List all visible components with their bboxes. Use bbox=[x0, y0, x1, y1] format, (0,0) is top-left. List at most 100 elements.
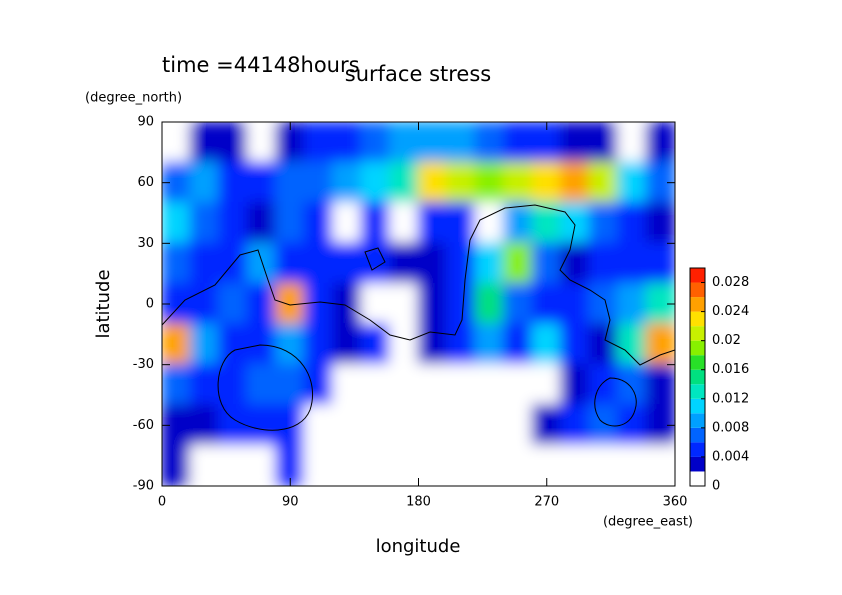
cell bbox=[531, 323, 562, 366]
cell bbox=[588, 242, 619, 285]
cell bbox=[531, 282, 562, 326]
cell bbox=[275, 404, 306, 447]
cell bbox=[588, 122, 619, 164]
cell bbox=[446, 161, 477, 204]
coastlines bbox=[162, 204, 675, 431]
x-axis-label: longitude bbox=[376, 536, 461, 557]
cell bbox=[617, 404, 648, 447]
cell bbox=[389, 161, 420, 204]
cell bbox=[303, 363, 334, 407]
cell bbox=[617, 201, 648, 245]
cell bbox=[389, 242, 420, 285]
cell bbox=[275, 201, 306, 245]
cell bbox=[474, 404, 505, 447]
cell bbox=[503, 242, 534, 285]
cell bbox=[389, 404, 420, 447]
colorbar-segment bbox=[690, 471, 705, 486]
y-tick-label: -90 bbox=[133, 479, 154, 494]
cell bbox=[531, 161, 562, 204]
cell bbox=[389, 122, 420, 164]
cell bbox=[645, 444, 675, 486]
cell bbox=[360, 161, 391, 204]
cell bbox=[588, 404, 619, 447]
colorbar-frame bbox=[689, 267, 706, 487]
colorbar-segment bbox=[690, 456, 705, 472]
y-tick-label: 60 bbox=[137, 175, 154, 190]
cell bbox=[560, 363, 591, 407]
x-tick-label: 180 bbox=[406, 495, 431, 510]
cell bbox=[446, 404, 477, 447]
cell bbox=[417, 282, 448, 326]
y-tick-label: 90 bbox=[137, 115, 154, 130]
cell bbox=[246, 444, 277, 486]
colorbar-tick-label: 0.008 bbox=[712, 420, 749, 435]
cell bbox=[389, 201, 420, 245]
cell bbox=[389, 282, 420, 326]
cell bbox=[617, 282, 648, 326]
colorbar-segment bbox=[690, 297, 705, 312]
colorbar-tick-label: 0.012 bbox=[712, 391, 749, 406]
cell bbox=[360, 122, 391, 164]
colorbar-segment bbox=[690, 442, 705, 457]
cells bbox=[162, 122, 675, 486]
cell bbox=[417, 122, 448, 164]
cell bbox=[645, 363, 675, 407]
cell bbox=[503, 201, 534, 245]
cell bbox=[560, 242, 591, 285]
colorbar-segment bbox=[690, 427, 705, 443]
cell bbox=[189, 444, 220, 486]
cell bbox=[189, 242, 220, 285]
cell bbox=[446, 444, 477, 486]
y-units: (degree_north) bbox=[85, 91, 182, 106]
cell bbox=[218, 122, 249, 164]
colorbar-tick-label: 0 bbox=[712, 479, 720, 494]
cell bbox=[162, 444, 192, 486]
cell bbox=[246, 122, 277, 164]
cell bbox=[332, 444, 363, 486]
cell bbox=[417, 323, 448, 366]
cell bbox=[303, 161, 334, 204]
cell bbox=[531, 404, 562, 447]
cell bbox=[503, 444, 534, 486]
cell bbox=[189, 363, 220, 407]
cell bbox=[446, 363, 477, 407]
cell bbox=[332, 201, 363, 245]
cell bbox=[645, 201, 675, 245]
cell bbox=[503, 161, 534, 204]
cell bbox=[474, 363, 505, 407]
cell bbox=[617, 122, 648, 164]
cell bbox=[332, 404, 363, 447]
cell bbox=[446, 323, 477, 366]
cell bbox=[503, 122, 534, 164]
colorbar-tick-label: 0.016 bbox=[712, 362, 749, 377]
x-tick-label: 90 bbox=[282, 495, 299, 510]
cell bbox=[417, 201, 448, 245]
cell bbox=[162, 201, 192, 245]
cell bbox=[360, 363, 391, 407]
cell bbox=[189, 282, 220, 326]
cell bbox=[417, 404, 448, 447]
cell bbox=[588, 363, 619, 407]
cell bbox=[503, 323, 534, 366]
colorbar-segment bbox=[690, 311, 705, 327]
cell bbox=[531, 201, 562, 245]
cell bbox=[303, 201, 334, 245]
cell bbox=[189, 161, 220, 204]
cell bbox=[218, 444, 249, 486]
cell bbox=[446, 122, 477, 164]
y-tick-label: -30 bbox=[133, 357, 154, 372]
cell bbox=[218, 363, 249, 407]
cell bbox=[617, 242, 648, 285]
cell bbox=[246, 323, 277, 366]
cell bbox=[218, 404, 249, 447]
cell bbox=[474, 122, 505, 164]
colorbar-segment bbox=[690, 369, 705, 385]
cell bbox=[446, 201, 477, 245]
colorbar-segment bbox=[690, 384, 705, 399]
cell bbox=[560, 444, 591, 486]
coastline bbox=[162, 204, 675, 366]
cell bbox=[189, 323, 220, 366]
cell bbox=[531, 242, 562, 285]
colorbar-segment bbox=[690, 326, 705, 341]
cell bbox=[560, 323, 591, 366]
